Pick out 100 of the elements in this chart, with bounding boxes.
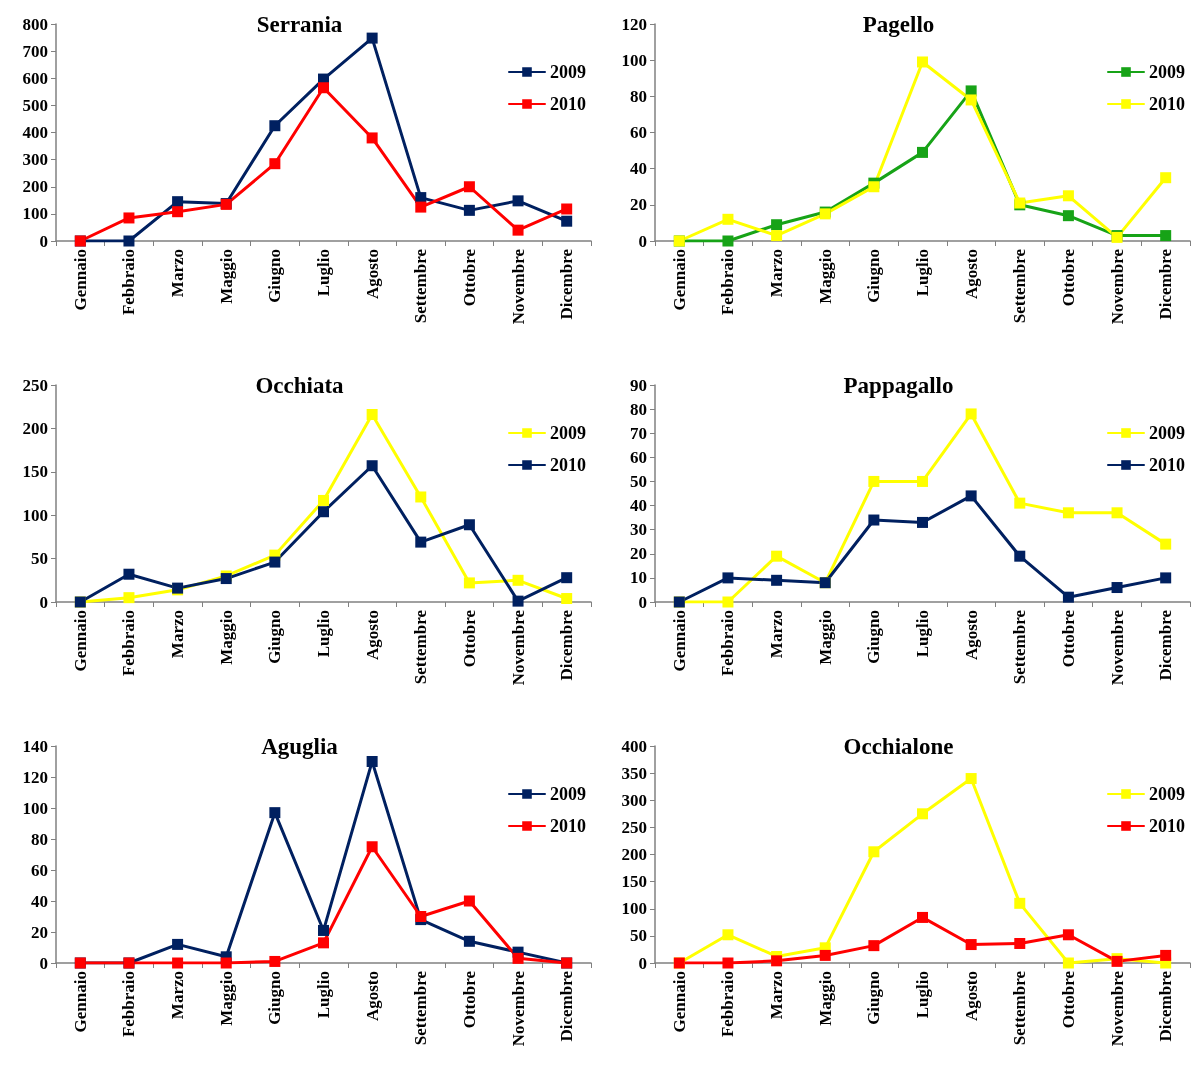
x-tick-label: Luglio xyxy=(913,249,932,297)
x-tick-label: Febbraio xyxy=(718,971,738,1038)
y-tick-label: 120 xyxy=(621,14,647,34)
y-tick-label: 200 xyxy=(621,845,647,864)
y-tick-label: 250 xyxy=(22,375,48,395)
y-tick-label: 700 xyxy=(22,41,48,61)
y-tick-label: 60 xyxy=(31,860,48,880)
x-tick-label: Febbraio xyxy=(119,971,139,1038)
x-tick-label: Agosto xyxy=(362,971,382,1022)
y-tick-label: 100 xyxy=(621,50,647,70)
x-tick-label: Gennaio xyxy=(669,610,689,672)
y-tick-label: 90 xyxy=(630,375,647,395)
x-tick-label: Dicembre xyxy=(1156,609,1176,681)
x-tick-label: Settembre xyxy=(411,248,431,324)
x-tick-label: Luglio xyxy=(314,971,333,1019)
y-tick-label: 800 xyxy=(22,14,48,34)
x-tick-label: Febbraio xyxy=(718,249,738,316)
x-tick-label: Settembre xyxy=(1010,248,1030,324)
y-tick-label: 600 xyxy=(22,68,48,88)
x-tick-label: Agosto xyxy=(961,249,981,300)
x-tick-label: Settembre xyxy=(411,970,431,1046)
x-tick-label: Luglio xyxy=(913,971,932,1019)
y-tick-label: 40 xyxy=(630,496,647,516)
x-tick-label: Ottobre xyxy=(1058,970,1078,1029)
x-tick-label: Gennaio xyxy=(669,971,689,1033)
y-tick-label: 300 xyxy=(621,790,647,810)
x-tick-label: Marzo xyxy=(168,971,188,1020)
chart-title: Occhiata xyxy=(255,373,345,398)
legend-label: 2009 xyxy=(550,62,586,82)
x-tick-label: Dicembre xyxy=(1156,248,1176,320)
chart-title: Serrania xyxy=(256,12,343,37)
x-tick-label: Maggio xyxy=(815,971,835,1026)
y-tick-label: 50 xyxy=(31,549,48,569)
legend-label: 2010 xyxy=(1149,816,1185,836)
y-tick-label: 20 xyxy=(630,544,647,564)
x-tick-label: Gennaio xyxy=(70,610,90,672)
y-tick-label: 0 xyxy=(39,953,48,973)
y-tick-label: 100 xyxy=(22,505,48,525)
y-tick-label: 300 xyxy=(22,150,48,170)
y-tick-label: 200 xyxy=(22,177,48,197)
x-tick-label: Gennaio xyxy=(70,971,90,1033)
x-tick-label: Marzo xyxy=(168,249,188,298)
y-tick-label: 350 xyxy=(621,763,647,783)
x-tick-label: Novembre xyxy=(508,609,528,686)
x-tick-label: Novembre xyxy=(508,970,528,1047)
legend-label: 2010 xyxy=(550,455,586,475)
x-tick-label: Settembre xyxy=(411,609,431,685)
x-tick-label: Maggio xyxy=(216,249,236,304)
x-tick-label: Agosto xyxy=(362,249,382,300)
x-tick-label: Agosto xyxy=(362,610,382,661)
x-tick-label: Ottobre xyxy=(1058,248,1078,307)
y-tick-label: 80 xyxy=(630,399,647,419)
chart-title: Pagello xyxy=(862,12,935,37)
chart-title: Aguglia xyxy=(261,734,339,759)
y-tick-label: 250 xyxy=(621,817,647,837)
x-tick-label: Dicembre xyxy=(1156,970,1176,1042)
legend-label: 2009 xyxy=(1149,62,1185,82)
y-tick-label: 0 xyxy=(39,592,48,612)
y-tick-label: 50 xyxy=(630,471,647,491)
x-tick-label: Giugno xyxy=(864,610,884,664)
x-tick-label: Novembre xyxy=(1107,248,1127,325)
y-tick-label: 0 xyxy=(638,231,647,251)
x-tick-label: Maggio xyxy=(815,610,835,665)
x-tick-label: Marzo xyxy=(767,249,787,298)
legend-label: 2010 xyxy=(1149,455,1185,475)
y-tick-label: 50 xyxy=(630,926,647,946)
y-tick-label: 150 xyxy=(22,462,48,482)
y-tick-label: 20 xyxy=(31,922,48,942)
legend-label: 2010 xyxy=(550,816,586,836)
x-tick-label: Marzo xyxy=(168,610,188,659)
x-tick-label: Luglio xyxy=(314,610,333,658)
y-tick-label: 500 xyxy=(22,95,48,115)
x-tick-label: Febbraio xyxy=(119,249,139,316)
y-tick-label: 120 xyxy=(22,767,48,787)
x-tick-label: Maggio xyxy=(216,610,236,665)
legend-label: 2010 xyxy=(550,94,586,114)
x-tick-label: Giugno xyxy=(265,610,285,664)
x-tick-label: Gennaio xyxy=(669,249,689,311)
x-tick-label: Luglio xyxy=(314,249,333,297)
chart-title: Pappagallo xyxy=(843,373,954,398)
x-tick-label: Settembre xyxy=(1010,970,1030,1046)
y-tick-label: 20 xyxy=(630,195,647,215)
x-tick-label: Ottobre xyxy=(459,970,479,1029)
y-tick-label: 40 xyxy=(31,891,48,911)
y-tick-label: 0 xyxy=(39,231,48,251)
y-tick-label: 200 xyxy=(22,418,48,438)
y-tick-label: 60 xyxy=(630,123,647,142)
legend-label: 2009 xyxy=(550,423,586,443)
x-tick-label: Luglio xyxy=(913,610,932,658)
legend-label: 2009 xyxy=(1149,784,1185,804)
x-tick-label: Dicembre xyxy=(557,970,577,1042)
x-tick-label: Novembre xyxy=(1107,970,1127,1047)
x-tick-label: Dicembre xyxy=(557,609,577,681)
y-tick-label: 100 xyxy=(22,798,48,818)
y-tick-label: 0 xyxy=(638,592,647,612)
y-tick-label: 10 xyxy=(630,568,647,588)
y-tick-label: 400 xyxy=(621,736,647,756)
x-tick-label: Marzo xyxy=(767,971,787,1020)
y-tick-label: 30 xyxy=(630,520,647,540)
x-tick-label: Agosto xyxy=(961,971,981,1022)
